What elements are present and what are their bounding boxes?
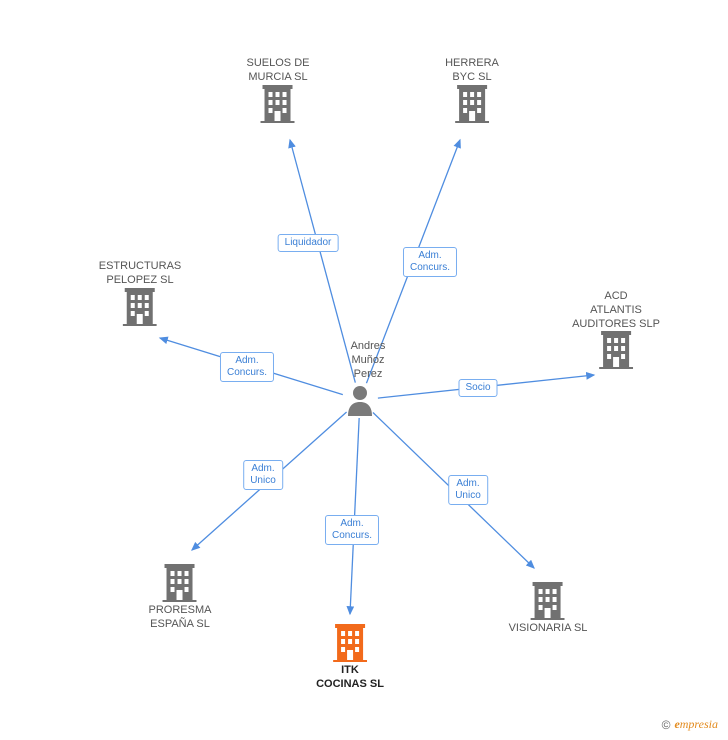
- building-icon: [247, 85, 310, 123]
- company-label: VISIONARIA SL: [509, 622, 588, 636]
- company-node-acd: ACD ATLANTIS AUDITORES SLP: [572, 288, 660, 369]
- company-label: ITK COCINAS SL: [316, 664, 384, 692]
- company-node-visionaria: VISIONARIA SL: [509, 582, 588, 636]
- building-icon: [99, 288, 182, 326]
- edge-label: Adm. Unico: [243, 460, 283, 490]
- footer-credit: © empresia: [662, 717, 718, 732]
- building-icon: [509, 582, 588, 620]
- company-label: PRORESMA ESPAÑA SL: [149, 604, 212, 632]
- building-icon: [316, 624, 384, 662]
- company-label: ESTRUCTURAS PELOPEZ SL: [99, 260, 182, 288]
- person-icon: [346, 384, 374, 416]
- company-node-estructuras: ESTRUCTURAS PELOPEZ SL: [99, 258, 182, 326]
- company-label: ACD ATLANTIS AUDITORES SLP: [572, 290, 660, 331]
- company-label: HERRERA BYC SL: [445, 57, 499, 85]
- building-icon: [149, 564, 212, 602]
- center-person-label: Andres Muñoz Perez: [351, 340, 386, 381]
- building-icon: [445, 85, 499, 123]
- edge-label: Liquidador: [278, 234, 339, 252]
- copyright-symbol: ©: [662, 718, 671, 732]
- company-node-proresma: PRORESMA ESPAÑA SL: [149, 564, 212, 632]
- company-node-suelos: SUELOS DE MURCIA SL: [247, 55, 310, 123]
- edge-line: [290, 140, 355, 383]
- edge-label: Socio: [458, 379, 497, 397]
- edge-label: Adm. Unico: [448, 475, 488, 505]
- company-node-itk: ITK COCINAS SL: [316, 624, 384, 692]
- edge-label: Adm. Concurs.: [403, 247, 457, 277]
- edge-label: Adm. Concurs.: [220, 352, 274, 382]
- building-icon: [572, 331, 660, 369]
- diagram-canvas: Andres Muñoz Perez SUELOS DE MURCIA SL H…: [0, 0, 728, 740]
- company-label: SUELOS DE MURCIA SL: [247, 57, 310, 85]
- edge-label: Adm. Concurs.: [325, 515, 379, 545]
- center-person-node: [346, 384, 374, 416]
- company-node-herrera: HERRERA BYC SL: [445, 55, 499, 123]
- brand-name: empresia: [674, 717, 718, 732]
